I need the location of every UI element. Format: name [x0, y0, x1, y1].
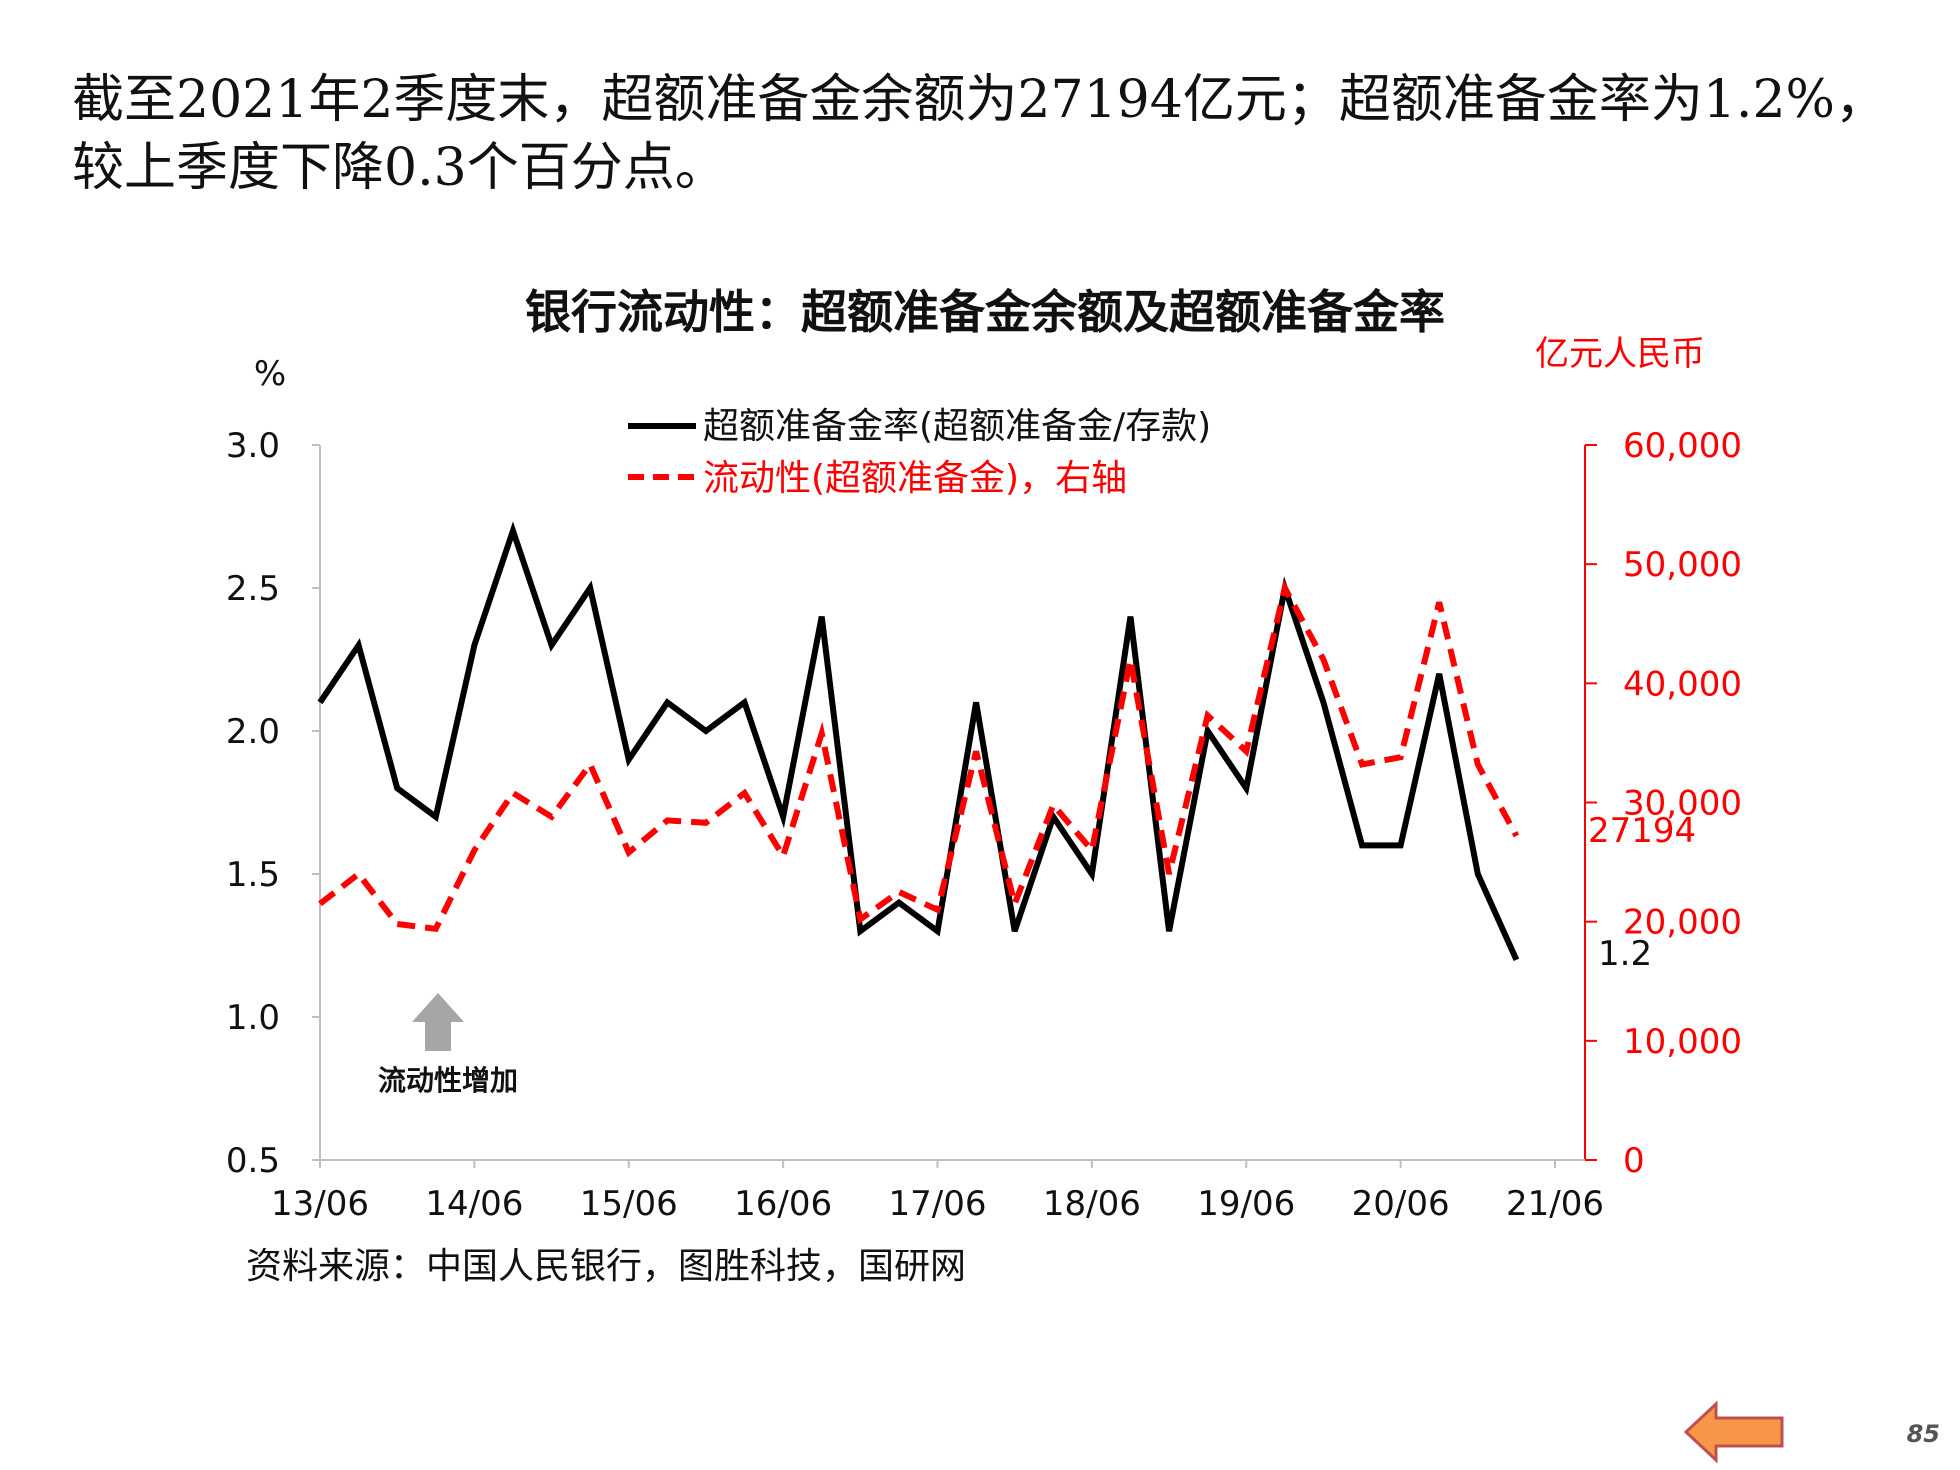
legend-label-liquidity: 流动性(超额准备金)，右轴: [703, 458, 1127, 499]
liquidity-increase-annotation: 流动性增加: [378, 993, 518, 1097]
left-tick-label: 2.5: [226, 569, 280, 609]
x-tick-label: 14/06: [425, 1184, 523, 1224]
liquidity-end-label: 27194: [1588, 811, 1696, 851]
headline: 截至2021年2季度末，超额准备金余额为27194亿元；超额准备金率为1.2%，…: [72, 66, 1932, 202]
left-tick-label: 1.0: [226, 998, 280, 1038]
headline-line-1: 截至2021年2季度末，超额准备金余额为27194亿元；超额准备金率为1.2%，: [72, 70, 1887, 130]
right-tick-label: 50,000: [1623, 545, 1742, 585]
axes: 3.0 2.5 2.0 1.5 1.0 0.5 60,000 50,000 40,000 30,0…: [226, 426, 1742, 1224]
end-labels: 1.2 27194: [1588, 811, 1696, 974]
left-tick-label: 2.0: [226, 712, 280, 752]
right-tick-label: 0: [1623, 1141, 1645, 1181]
rate-end-label: 1.2: [1598, 934, 1652, 974]
right-tick-label: 10,000: [1623, 1022, 1742, 1062]
series-line-0: [317, 521, 1520, 962]
left-tick-label: 3.0: [226, 426, 280, 466]
source-note: 资料来源：中国人民银行，图胜科技，国研网: [246, 1246, 966, 1287]
right-tick-label: 60,000: [1623, 426, 1742, 466]
x-tick-label: 16/06: [734, 1184, 832, 1224]
series-line-1: [318, 579, 1520, 933]
series-layer: [317, 521, 1520, 962]
right-tick-label: 40,000: [1623, 664, 1742, 704]
chart-title: 银行流动性：超额准备金余额及超额准备金率: [525, 285, 1445, 339]
right-tick-label: 30,000: [1623, 784, 1742, 824]
up-arrow-icon: [412, 993, 464, 1051]
x-tick-label: 17/06: [889, 1184, 987, 1224]
legend: 超额准备金率(超额准备金/存款) 流动性(超额准备金)，右轴: [628, 406, 1211, 499]
right-axis-unit: 亿元人民币: [1535, 334, 1705, 374]
page-number: 85: [1906, 1420, 1940, 1448]
left-tick-label: 0.5: [226, 1141, 280, 1181]
x-tick-label: 15/06: [580, 1184, 678, 1224]
x-tick-label: 20/06: [1352, 1184, 1450, 1224]
annotation-label: 流动性增加: [378, 1064, 518, 1097]
left-arrow-icon: [1683, 1400, 1784, 1464]
x-tick-label: 19/06: [1197, 1184, 1295, 1224]
right-tick-label: 20,000: [1623, 903, 1742, 943]
x-tick-label: 13/06: [271, 1184, 369, 1224]
headline-line-2: 较上季度下降0.3个百分点。: [72, 138, 727, 198]
back-arrow-button[interactable]: [1682, 1400, 1786, 1464]
x-tick-label: 21/06: [1506, 1184, 1604, 1224]
legend-label-rate: 超额准备金率(超额准备金/存款): [703, 406, 1211, 447]
left-axis-unit: %: [254, 354, 286, 394]
left-tick-label: 1.5: [226, 855, 280, 895]
x-tick-label: 18/06: [1043, 1184, 1141, 1224]
